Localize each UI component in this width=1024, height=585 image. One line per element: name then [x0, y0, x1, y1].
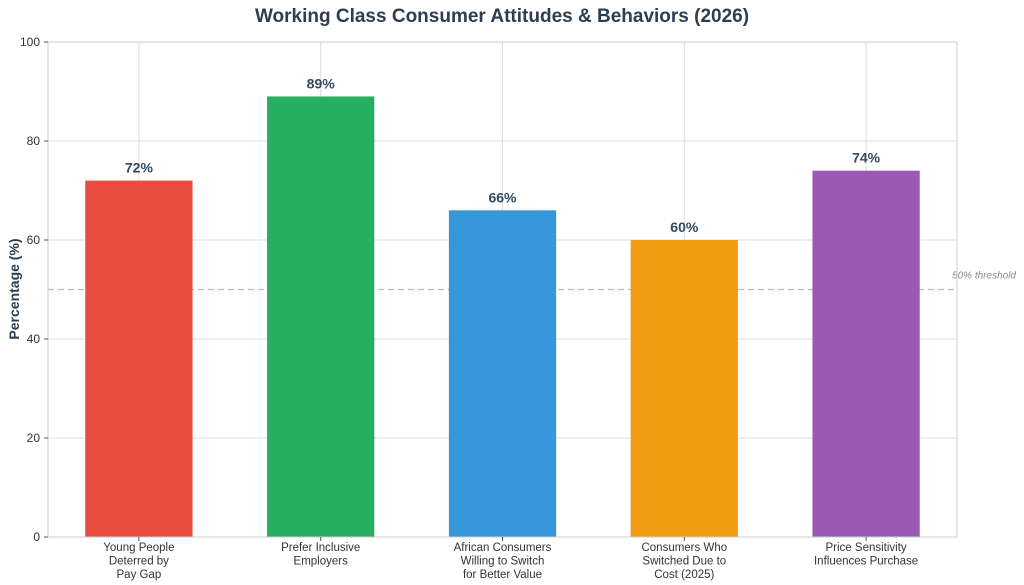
x-axis-ticks: Young People Deterred by Pay Gap Prefer Inc…: [103, 537, 918, 581]
x-tick-label: Price Sensitivity Influences Purchase: [814, 542, 918, 568]
data-label: 66%: [488, 189, 517, 205]
data-labels: 72% 89% 66% 60% 74%: [125, 75, 881, 235]
bar: [630, 240, 738, 537]
x-tick-label: Young People Deterred by Pay Gap: [103, 542, 174, 581]
y-tick-label: 100: [20, 35, 40, 49]
y-tick-label: 40: [27, 332, 41, 346]
y-axis-ticks: 0 20 40 60 80 100: [20, 35, 48, 544]
bar: [448, 210, 557, 538]
x-tick-label: African Consumers Willing to Switch for Be…: [454, 542, 552, 581]
x-tick-label: Prefer Inclusive Employers: [281, 542, 360, 568]
y-axis-label: Percentage (%): [6, 238, 22, 339]
data-label: 60%: [670, 219, 699, 235]
chart-title: Working Class Consumer Attitudes & Behav…: [255, 6, 749, 27]
bars: [85, 96, 920, 538]
threshold-label: 50% threshold: [952, 271, 1016, 282]
data-label: 72%: [125, 160, 154, 176]
y-tick-label: 80: [27, 134, 41, 148]
bar: [85, 180, 193, 537]
bar: [812, 170, 920, 537]
y-tick-label: 20: [27, 431, 41, 445]
data-label: 89%: [307, 75, 336, 91]
y-tick-label: 0: [33, 530, 40, 544]
y-tick-label: 60: [27, 233, 41, 247]
x-tick-label: Consumers Who Switched Due to Cost (2025): [641, 542, 727, 581]
data-label: 74%: [852, 150, 881, 166]
bar: [267, 96, 375, 537]
